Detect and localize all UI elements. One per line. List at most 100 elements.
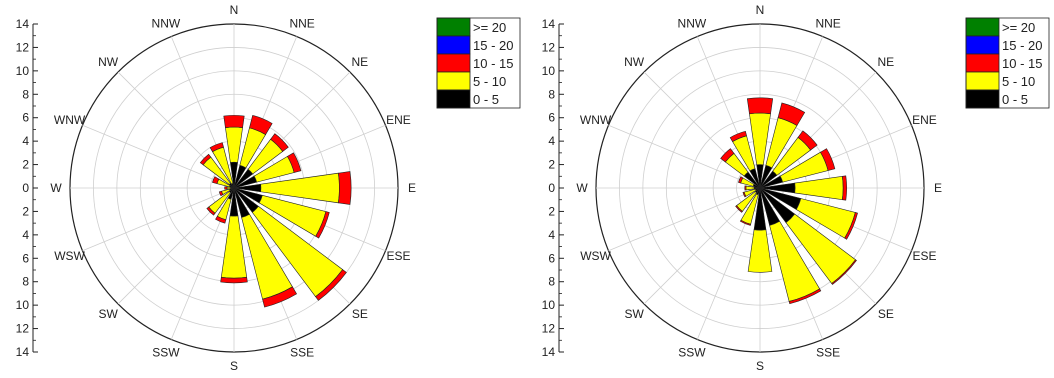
direction-label-ene: ENE (912, 113, 937, 127)
wedge-sse-10-15 (788, 288, 822, 305)
direction-label-sse: SSE (290, 345, 314, 359)
legend-swatch (965, 17, 1000, 37)
radial-tick-label: 14 (16, 345, 30, 359)
direction-label-s: S (756, 359, 764, 373)
direction-label-ne: NE (352, 55, 369, 69)
direction-label-wnw: WNW (54, 113, 86, 127)
radial-tick-label: 8 (548, 275, 555, 289)
radial-tick-label: 12 (16, 322, 30, 336)
radial-tick-label: 8 (548, 87, 555, 101)
radial-tick-label: 12 (542, 322, 556, 336)
wind-rose-left: N NNE NE ENE E ESE SE SSE S SSW SW WSW W WNW NW NNW 0 2 2 4… (16, 3, 521, 373)
wedge-w-10-15 (224, 186, 228, 190)
direction-label-sw: SW (98, 307, 118, 321)
radial-tick-label: 6 (548, 251, 555, 265)
wedge-s-0-5 (753, 187, 767, 231)
direction-label-nne: NNE (289, 17, 314, 31)
radial-tick-label: 6 (548, 111, 555, 125)
radial-tick-label: 14 (542, 17, 556, 31)
wedge-ne-10-15 (270, 133, 289, 152)
direction-label-w: W (50, 181, 62, 195)
wedge-n-5-10 (225, 126, 243, 163)
wedge-sw-10-15 (206, 206, 216, 216)
wedge-ssw-10-15 (215, 215, 227, 224)
radial-tick-label: 14 (542, 345, 556, 359)
wedge-nne-10-15 (249, 115, 273, 135)
radial-tick-label: 12 (16, 40, 30, 54)
direction-label-wsw: WSW (54, 249, 85, 263)
wedge-sw-10-15 (735, 205, 743, 213)
wedge-wsw-10-15 (742, 191, 747, 198)
wedge-se-10-15 (831, 259, 857, 285)
direction-label-ese: ESE (912, 249, 936, 263)
radial-tick-label: 6 (22, 111, 29, 125)
grid-spoke (82, 124, 235, 189)
radial-tick-label: 8 (22, 87, 29, 101)
wedge-ene-10-15 (287, 152, 302, 173)
direction-label-ssw: SSW (678, 345, 706, 359)
legend-swatch (436, 53, 471, 73)
legend-label: 10 - 15 (1002, 56, 1042, 71)
wedge-e-10-15 (842, 175, 847, 201)
legend-swatch (965, 35, 1000, 55)
radial-tick-label: 8 (22, 275, 29, 289)
wedge-w-10-15 (744, 185, 747, 191)
wedge-ese-10-15 (844, 212, 858, 240)
legend-label: 10 - 15 (473, 56, 513, 71)
legend-frame (965, 17, 1050, 109)
direction-label-wsw: WSW (580, 249, 611, 263)
wedge-se-10-15 (315, 269, 347, 301)
wedge-nw-10-15 (199, 153, 212, 166)
legend-label: 15 - 20 (473, 38, 513, 53)
direction-label-se: SE (878, 307, 894, 321)
direction-label-e: E (408, 181, 416, 195)
radial-tick-label: 2 (548, 204, 555, 218)
wedge-wnw-10-15 (212, 176, 220, 184)
radial-tick-label: 10 (16, 298, 30, 312)
direction-label-ssw: SSW (152, 345, 180, 359)
legend-label: 5 - 10 (473, 74, 506, 89)
direction-label-n: N (756, 3, 765, 17)
direction-label-e: E (934, 181, 942, 195)
direction-label-wnw: WNW (580, 113, 612, 127)
direction-label-nnw: NNW (678, 17, 707, 31)
wedge-ese-10-15 (315, 211, 330, 239)
legend-swatch (965, 71, 1000, 91)
wedge-e-0-5 (759, 182, 796, 194)
legend-label: 5 - 10 (1002, 74, 1035, 89)
wedge-nnw-10-15 (729, 130, 747, 143)
direction-label-w: W (576, 181, 588, 195)
legend: >= 20 15 - 20 10 - 15 5 - 10 0 - 5 (965, 17, 1050, 109)
legend-swatch (965, 53, 1000, 73)
wedge-n-5-10 (749, 112, 771, 166)
wedge-e-5-10 (794, 175, 844, 201)
direction-label-s: S (230, 359, 238, 373)
radial-tick-label: 12 (542, 40, 556, 54)
radial-tick-label: 4 (22, 228, 29, 242)
legend-swatch (965, 89, 1000, 109)
wedge-wsw-10-15 (218, 190, 224, 197)
wedge-wnw-10-15 (738, 176, 744, 184)
legend: >= 20 15 - 20 10 - 15 5 - 10 0 - 5 (436, 17, 521, 109)
wedge-nne-10-15 (777, 102, 806, 126)
wedge-s-5-10 (747, 229, 773, 273)
legend-label: 15 - 20 (1002, 38, 1042, 53)
direction-label-ene: ENE (386, 113, 411, 127)
wedge-w-5-10 (745, 185, 755, 191)
direction-label-ese: ESE (386, 249, 410, 263)
direction-label-n: N (230, 3, 239, 17)
wedge-ne-10-15 (797, 130, 818, 151)
wedge-s-10-15 (220, 276, 248, 284)
radial-tick-label: 2 (22, 158, 29, 172)
direction-label-nne: NNE (815, 17, 840, 31)
legend-label: 0 - 5 (1002, 92, 1028, 107)
wedge-ene-10-15 (820, 148, 836, 171)
direction-label-nnw: NNW (152, 17, 181, 31)
radial-tick-label: 4 (22, 134, 29, 148)
wedge-ssw-10-15 (739, 219, 752, 226)
legend-swatch (436, 89, 471, 109)
direction-label-nw: NW (624, 55, 645, 69)
grid-spoke (608, 187, 761, 252)
direction-label-sse: SSE (816, 345, 840, 359)
